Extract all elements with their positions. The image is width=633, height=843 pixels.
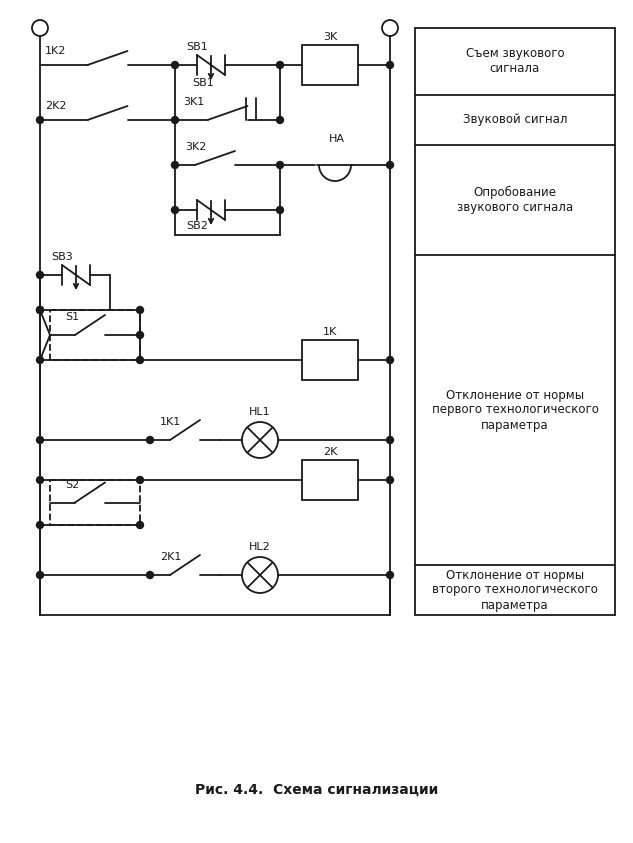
Text: SB1: SB1 — [186, 42, 208, 52]
Circle shape — [137, 476, 144, 484]
Circle shape — [172, 207, 179, 213]
Circle shape — [137, 522, 144, 529]
Circle shape — [37, 476, 44, 484]
Text: 1K2: 1K2 — [45, 46, 66, 56]
Text: Отклонение от нормы
первого технологического
параметра: Отклонение от нормы первого технологичес… — [432, 389, 598, 432]
Circle shape — [387, 162, 394, 169]
Circle shape — [277, 116, 284, 124]
Bar — [302, 340, 358, 380]
Circle shape — [37, 357, 44, 363]
Text: Съем звукового
сигнала: Съем звукового сигнала — [466, 47, 564, 76]
Text: 2K2: 2K2 — [45, 101, 66, 111]
Circle shape — [146, 572, 153, 578]
Circle shape — [37, 437, 44, 443]
Circle shape — [37, 307, 44, 314]
Bar — [50, 310, 140, 360]
Circle shape — [37, 522, 44, 529]
Text: S1: S1 — [65, 312, 79, 322]
Text: 1K: 1K — [323, 327, 337, 337]
Circle shape — [387, 357, 394, 363]
Circle shape — [146, 437, 153, 443]
Text: SB3: SB3 — [51, 252, 73, 262]
Circle shape — [37, 271, 44, 278]
Bar — [50, 480, 140, 525]
Bar — [302, 460, 358, 500]
Circle shape — [37, 307, 44, 314]
Text: 3K2: 3K2 — [185, 142, 206, 152]
Circle shape — [277, 207, 284, 213]
Circle shape — [387, 62, 394, 68]
Text: Отклонение от нормы
второго технологического
параметра: Отклонение от нормы второго технологичес… — [432, 568, 598, 611]
Circle shape — [387, 437, 394, 443]
Text: 3K1: 3K1 — [183, 97, 204, 107]
Circle shape — [37, 116, 44, 124]
Text: 1K1: 1K1 — [160, 417, 181, 427]
Text: HA: HA — [329, 134, 345, 144]
Circle shape — [137, 357, 144, 363]
Circle shape — [137, 331, 144, 339]
Circle shape — [172, 62, 179, 68]
Text: HL2: HL2 — [249, 542, 271, 552]
Bar — [302, 45, 358, 85]
Circle shape — [172, 116, 179, 124]
Circle shape — [277, 62, 284, 68]
Text: Звуковой сигнал: Звуковой сигнал — [463, 114, 567, 126]
Text: SB2: SB2 — [186, 221, 208, 231]
Text: HL1: HL1 — [249, 407, 271, 417]
Circle shape — [387, 476, 394, 484]
Text: 3K: 3K — [323, 32, 337, 42]
Circle shape — [137, 307, 144, 314]
Circle shape — [387, 572, 394, 578]
Text: SB1: SB1 — [192, 78, 214, 88]
Text: 2K1: 2K1 — [160, 552, 182, 562]
Circle shape — [277, 162, 284, 169]
Circle shape — [172, 162, 179, 169]
Text: S2: S2 — [65, 480, 79, 490]
Text: Рис. 4.4.  Схема сигнализации: Рис. 4.4. Схема сигнализации — [195, 783, 438, 797]
Text: 2K: 2K — [323, 447, 337, 457]
Text: Опробование
звукового сигнала: Опробование звукового сигнала — [457, 186, 573, 214]
Circle shape — [37, 572, 44, 578]
